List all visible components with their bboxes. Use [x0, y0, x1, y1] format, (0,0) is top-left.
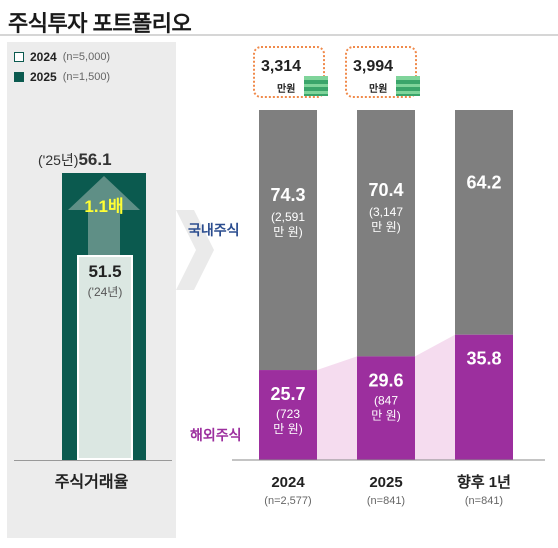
- series-label-domestic: 국내주식: [188, 222, 240, 238]
- connector-foreign: [317, 356, 357, 460]
- legend-n-2024: (n=5,000): [62, 51, 111, 63]
- money-stack-icon: [304, 76, 328, 96]
- left-xlabel: 주식거래율: [54, 474, 129, 491]
- total-value-2024: 3,314: [261, 58, 302, 75]
- x-tick-label-0: 2024: [271, 474, 305, 491]
- value-label-domestic-1: 70.4: [368, 180, 403, 200]
- left-2025-value-label: ('25년)56.1: [38, 150, 112, 170]
- x-n-label-1: (n=841): [367, 495, 405, 507]
- bar-foreign-1: [357, 356, 415, 460]
- legend-swatch-2025: [14, 72, 24, 82]
- connector-foreign: [415, 334, 455, 460]
- amount-label-domestic-0: 만 원): [273, 225, 302, 239]
- money-stack-icon: [396, 76, 420, 96]
- bar-domestic-1: [357, 110, 415, 357]
- total-unit-2024: 만원: [277, 84, 296, 95]
- x-n-label-2: (n=841): [465, 495, 503, 507]
- legend-label-2025: 2025: [30, 70, 57, 84]
- arrow-up-icon: [68, 176, 140, 256]
- left-2025-year: ('25년): [38, 152, 79, 168]
- total-value-2025: 3,994: [353, 58, 394, 75]
- left-2024-value: 51.5: [88, 262, 122, 281]
- legend-item-2025: 2025 (n=1,500): [14, 70, 110, 84]
- x-n-label-0: (n=2,577): [264, 495, 311, 507]
- value-label-foreign-1: 29.6: [368, 370, 403, 390]
- page-title: 주식투자 포트폴리오: [8, 11, 192, 36]
- x-tick-label-2: 향후 1년: [457, 474, 511, 491]
- left-2024-year: ('24년): [87, 285, 123, 299]
- bar-domestic-0: [259, 110, 317, 371]
- value-label-domestic-0: 74.3: [270, 185, 305, 205]
- ratio-label: 1.1배: [84, 197, 124, 216]
- value-label-foreign-2: 35.8: [466, 349, 501, 369]
- series-label-foreign: 해외주식: [190, 427, 242, 443]
- bar-foreign-0: [259, 370, 317, 460]
- legend-label-2024: 2024: [30, 50, 57, 64]
- amount-label-domestic-0: (2,591: [271, 210, 305, 224]
- left-2025-value: 56.1: [78, 150, 112, 169]
- x-tick-label-1: 2025: [369, 474, 402, 491]
- amount-label-foreign-0: (723: [276, 407, 300, 421]
- amount-label-domestic-1: (3,147: [369, 205, 403, 219]
- left-baseline: [14, 460, 172, 461]
- amount-label-domestic-1: 만 원): [371, 220, 400, 234]
- total-unit-2025: 만원: [369, 84, 388, 95]
- chevron-right-icon: [176, 210, 214, 290]
- bar-foreign-2: [455, 334, 513, 460]
- legend-swatch-2024: [14, 52, 24, 62]
- value-label-domestic-2: 64.2: [466, 173, 501, 193]
- amount-label-foreign-0: 만 원): [273, 422, 302, 436]
- amount-label-foreign-1: 만 원): [371, 408, 400, 422]
- amount-label-foreign-1: (847: [374, 393, 398, 407]
- title-underline: [0, 34, 558, 36]
- bar-domestic-2: [455, 110, 513, 335]
- legend-n-2025: (n=1,500): [62, 71, 111, 83]
- legend-item-2024: 2024 (n=5,000): [14, 50, 110, 64]
- value-label-foreign-0: 25.7: [270, 384, 305, 404]
- bar-2024-trading-rate: [77, 255, 133, 460]
